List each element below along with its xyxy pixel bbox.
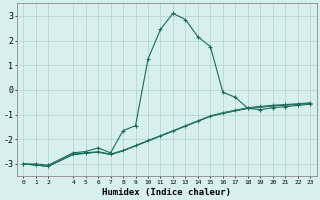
X-axis label: Humidex (Indice chaleur): Humidex (Indice chaleur) <box>102 188 231 197</box>
